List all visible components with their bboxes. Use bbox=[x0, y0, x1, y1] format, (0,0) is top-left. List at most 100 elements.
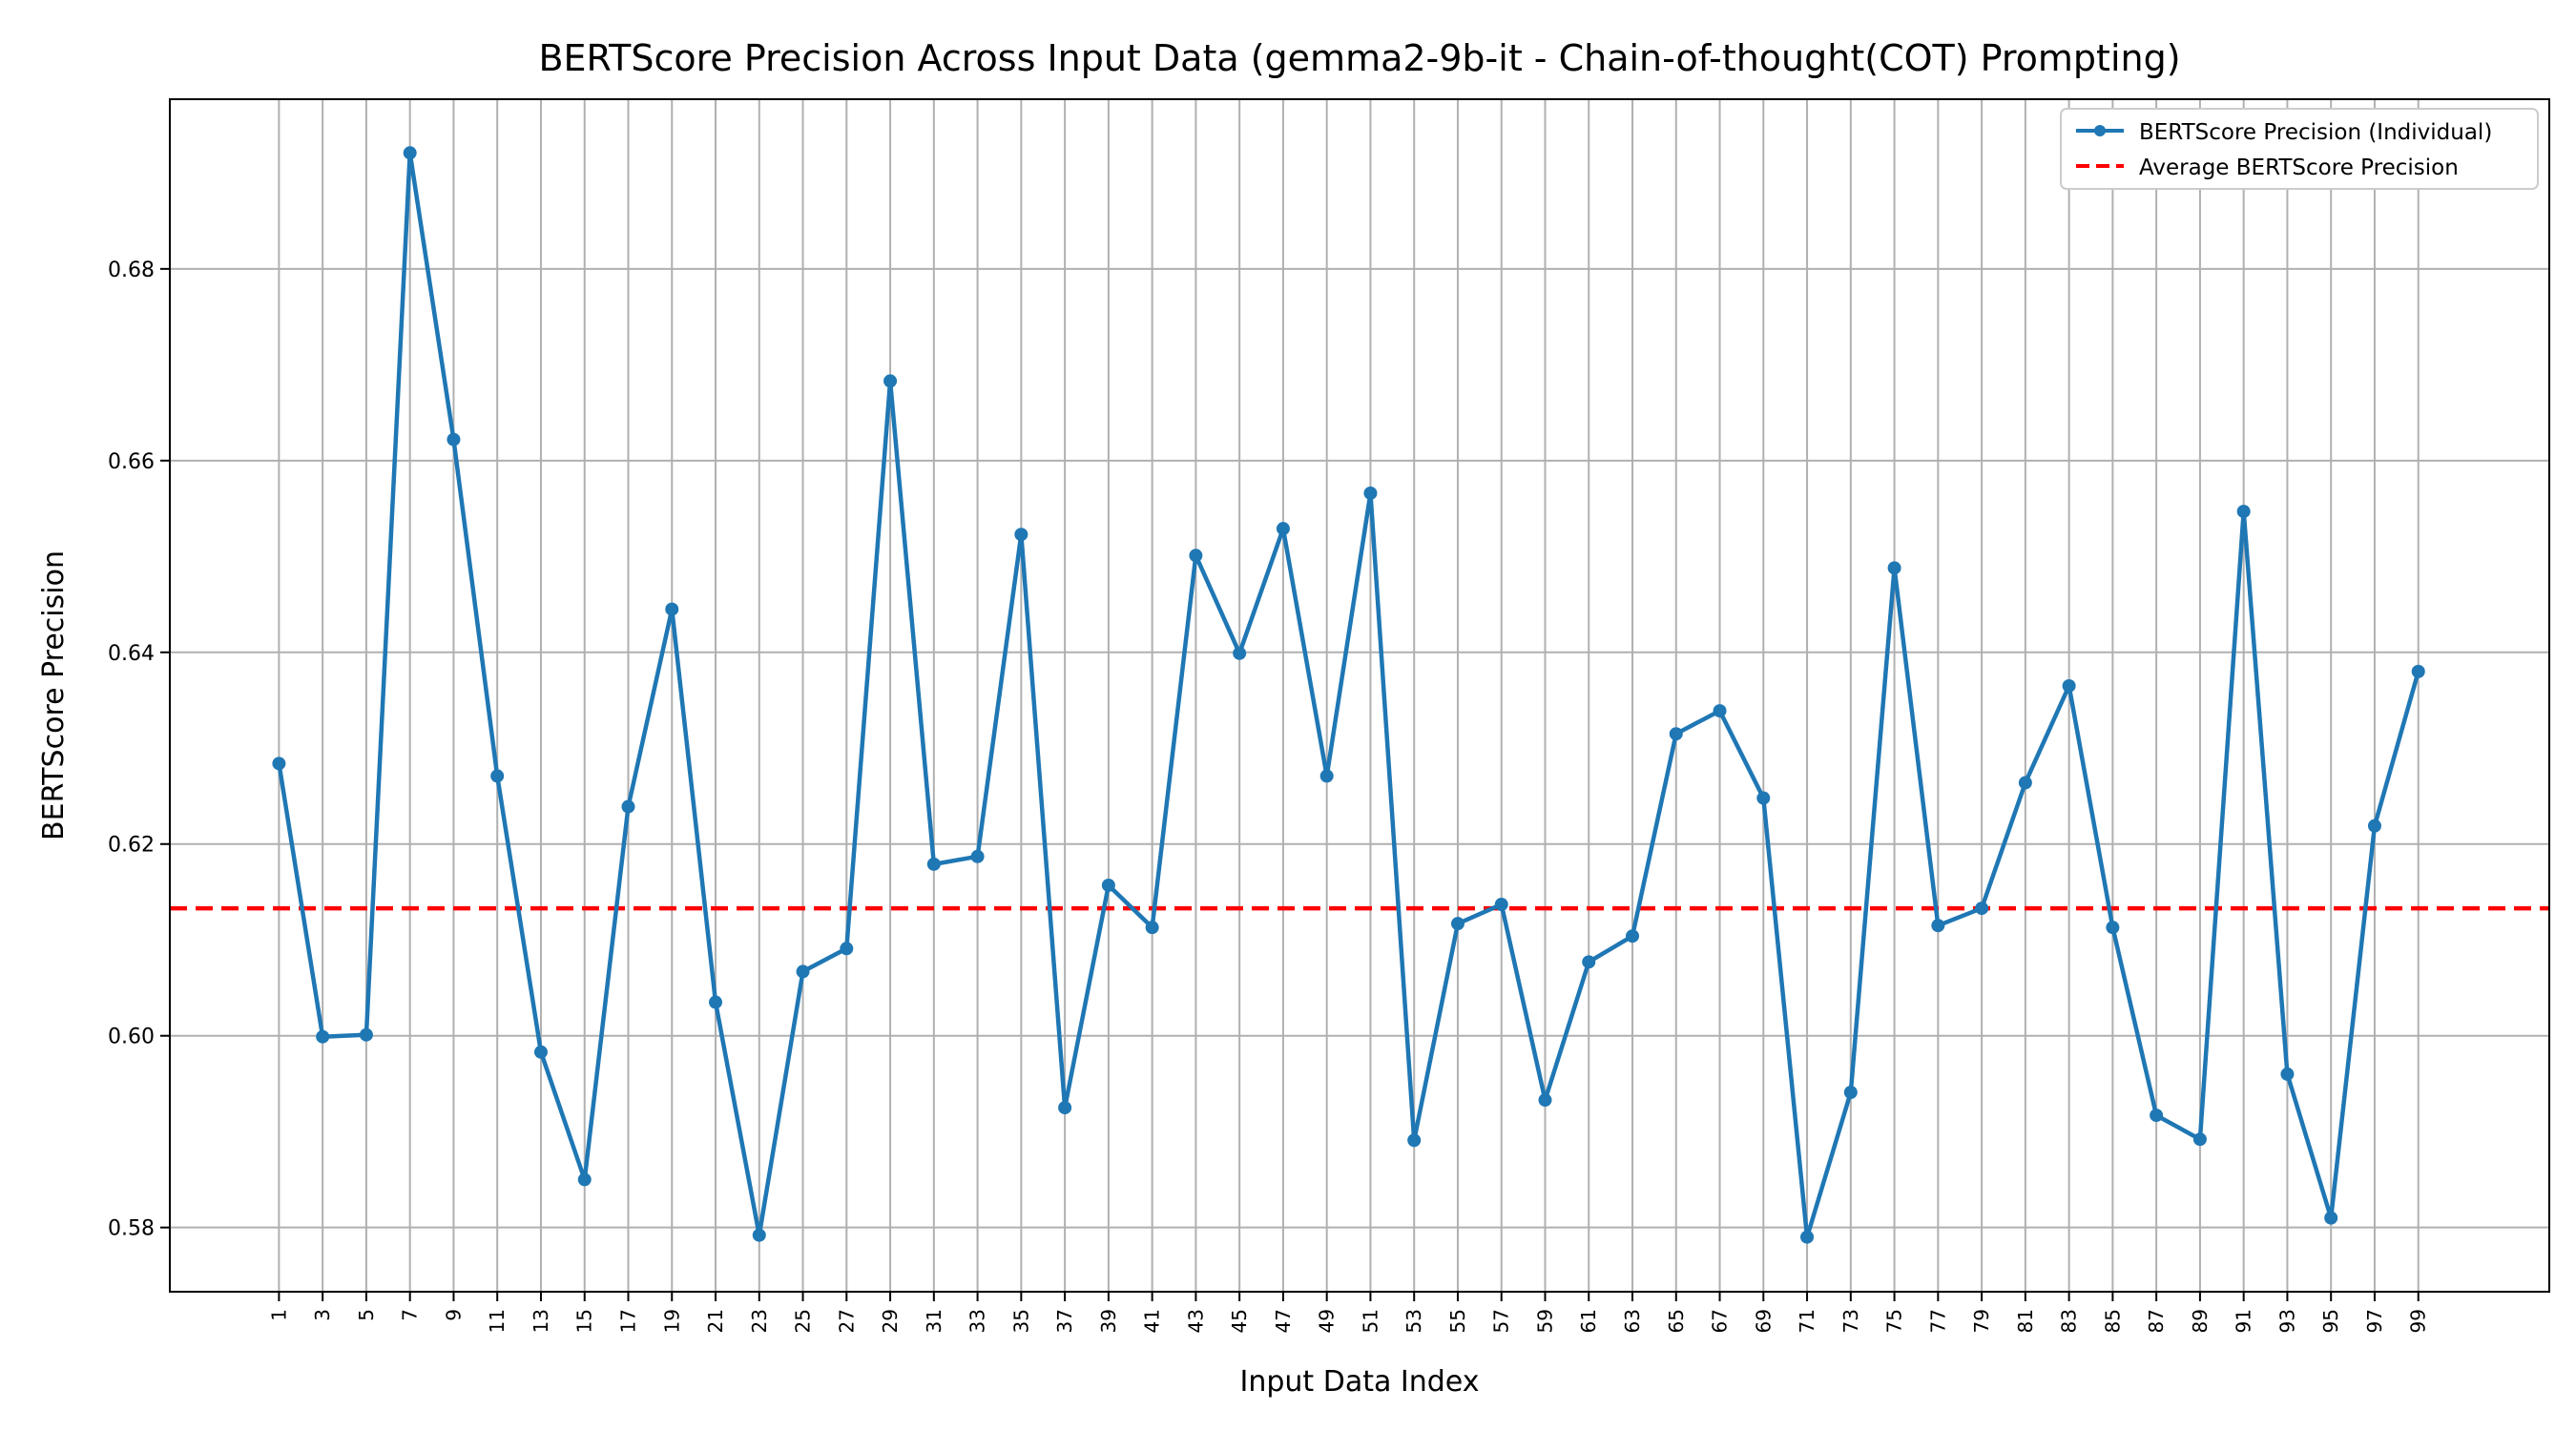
x-tick-label: 9 bbox=[442, 1309, 465, 1321]
x-tick-label: 59 bbox=[1533, 1309, 1556, 1333]
x-tick-label: 61 bbox=[1577, 1309, 1600, 1333]
data-point bbox=[533, 1045, 548, 1059]
x-tick-label: 17 bbox=[616, 1309, 639, 1333]
x-tick-label: 73 bbox=[1839, 1309, 1862, 1333]
data-point bbox=[359, 1027, 373, 1042]
data-point bbox=[1626, 929, 1640, 944]
data-point bbox=[665, 602, 679, 616]
data-point bbox=[1145, 921, 1159, 935]
x-tick-label: 31 bbox=[923, 1309, 945, 1333]
data-point bbox=[2062, 678, 2076, 693]
y-tick-label: 0.66 bbox=[108, 450, 155, 474]
data-point bbox=[2367, 819, 2381, 833]
data-point bbox=[709, 995, 723, 1009]
data-point bbox=[490, 769, 505, 783]
data-point bbox=[752, 1228, 766, 1242]
data-point bbox=[1407, 1133, 1422, 1148]
x-tick-label: 25 bbox=[792, 1309, 815, 1333]
y-tick-label: 0.64 bbox=[108, 642, 155, 666]
data-point bbox=[1363, 486, 1378, 500]
data-point bbox=[1669, 727, 1683, 741]
x-tick-label: 55 bbox=[1446, 1309, 1469, 1333]
y-tick-labels: 0.58 0.60 0.62 0.64 0.66 0.68 bbox=[108, 259, 155, 1241]
data-point bbox=[2280, 1067, 2295, 1081]
data-point bbox=[1450, 917, 1465, 931]
x-tick-label: 45 bbox=[1228, 1309, 1251, 1333]
x-tick-label: 99 bbox=[2407, 1309, 2430, 1333]
data-point bbox=[883, 374, 898, 388]
x-tick-label: 19 bbox=[660, 1309, 683, 1333]
x-tick-label: 7 bbox=[399, 1309, 422, 1321]
data-point bbox=[2018, 776, 2032, 790]
data-point bbox=[621, 799, 635, 814]
x-tick-label: 87 bbox=[2145, 1309, 2168, 1333]
series-line-individual bbox=[277, 151, 2420, 1239]
data-point bbox=[1014, 528, 1028, 542]
x-tick-label: 51 bbox=[1359, 1309, 1381, 1333]
series-group bbox=[272, 146, 2425, 1244]
x-axis-label: Input Data Index bbox=[1240, 1365, 1480, 1399]
x-tick-label: 1 bbox=[267, 1309, 290, 1321]
x-tick-labels: 1 3 5 7 9 11 13 15 17 19 21 23 25 27 29 31 33 35 37 39 41 43 4… bbox=[267, 1309, 2429, 1333]
legend-marker-individual bbox=[2094, 125, 2106, 136]
x-tick-label: 37 bbox=[1053, 1309, 1076, 1333]
y-tick-label: 0.60 bbox=[108, 1026, 155, 1049]
x-tick-label: 97 bbox=[2363, 1309, 2386, 1333]
legend-box bbox=[2060, 108, 2539, 190]
x-tick-label: 81 bbox=[2014, 1309, 2037, 1333]
x-tick-label: 53 bbox=[1402, 1309, 1425, 1333]
x-tick-label: 71 bbox=[1796, 1309, 1818, 1333]
data-point bbox=[2192, 1132, 2207, 1147]
data-point bbox=[1800, 1230, 1815, 1244]
x-tick-label: 47 bbox=[1272, 1309, 1295, 1333]
x-tick-label: 3 bbox=[311, 1309, 334, 1321]
x-tick-label: 85 bbox=[2101, 1309, 2124, 1333]
grid bbox=[170, 99, 2549, 1292]
y-axis-label: BERTScore Precision bbox=[37, 550, 71, 840]
data-point bbox=[2106, 921, 2120, 935]
x-tick-label: 43 bbox=[1184, 1309, 1207, 1333]
data-point bbox=[970, 849, 985, 863]
x-tick-label: 67 bbox=[1709, 1309, 1732, 1333]
x-tick-label: 69 bbox=[1752, 1309, 1775, 1333]
data-point bbox=[272, 757, 286, 771]
data-point bbox=[1975, 902, 1989, 916]
data-point bbox=[1058, 1101, 1072, 1115]
y-tick-label: 0.62 bbox=[108, 834, 155, 858]
x-tick-label: 89 bbox=[2189, 1309, 2212, 1333]
x-tick-label: 33 bbox=[966, 1309, 989, 1333]
x-tick-label: 23 bbox=[748, 1309, 771, 1333]
data-point bbox=[1319, 769, 1334, 783]
data-point bbox=[1843, 1085, 1858, 1099]
x-tick-label: 93 bbox=[2275, 1309, 2298, 1333]
x-tick-label: 15 bbox=[573, 1309, 596, 1333]
x-tick-label: 41 bbox=[1141, 1309, 1164, 1333]
x-tick-label: 13 bbox=[530, 1309, 552, 1333]
x-tick-label: 57 bbox=[1490, 1309, 1513, 1333]
x-tick-label: 35 bbox=[1009, 1309, 1032, 1333]
data-point bbox=[1756, 791, 1771, 805]
x-tick-label: 83 bbox=[2058, 1309, 2081, 1333]
x-tick-label: 95 bbox=[2319, 1309, 2342, 1333]
x-tick-label: 79 bbox=[1970, 1309, 1993, 1333]
data-point bbox=[1101, 878, 1115, 892]
data-point bbox=[796, 964, 810, 979]
data-point bbox=[926, 857, 941, 871]
legend-label-average: Average BERTScore Precision bbox=[2139, 156, 2459, 180]
legend-label-individual: BERTScore Precision (Individual) bbox=[2139, 120, 2492, 145]
data-point bbox=[2236, 505, 2251, 519]
x-tick-label: 77 bbox=[1926, 1309, 1949, 1333]
data-point bbox=[1538, 1093, 1552, 1108]
x-tick-label: 39 bbox=[1097, 1309, 1120, 1333]
y-tick-label: 0.58 bbox=[108, 1217, 155, 1241]
x-tick-label: 27 bbox=[835, 1309, 858, 1333]
axis-ticks bbox=[160, 267, 2420, 1301]
data-point bbox=[1931, 919, 1945, 933]
data-point bbox=[447, 432, 461, 446]
data-point bbox=[1582, 955, 1596, 969]
x-tick-label: 21 bbox=[704, 1309, 727, 1333]
data-point bbox=[403, 146, 417, 160]
data-point bbox=[840, 942, 854, 956]
